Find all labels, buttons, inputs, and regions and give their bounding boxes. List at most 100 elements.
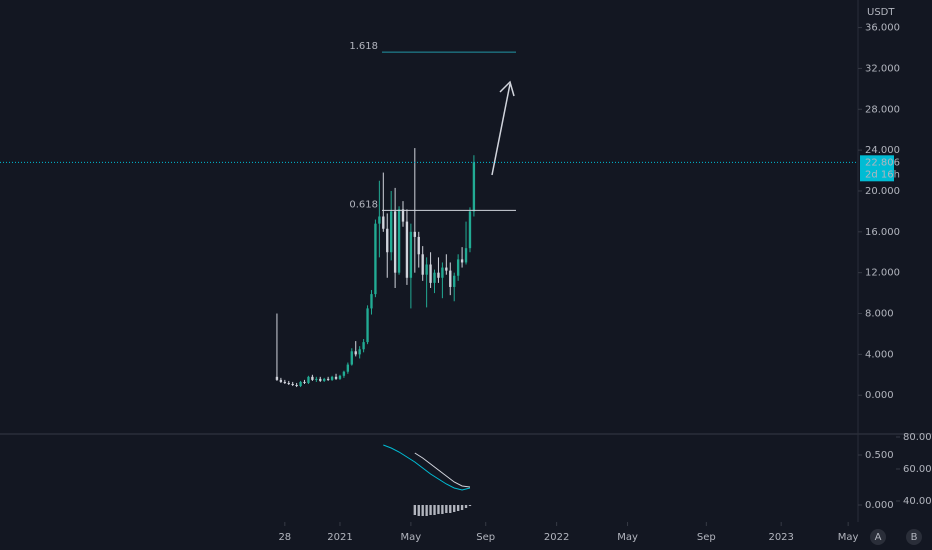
x-tick-label: 2022 xyxy=(544,532,569,543)
indicator-line xyxy=(414,452,471,488)
candle-body xyxy=(311,376,314,380)
candle-body xyxy=(378,216,381,224)
candle-body xyxy=(401,209,405,222)
x-tick-label: 2021 xyxy=(327,532,352,543)
candle-body xyxy=(366,308,369,343)
y-tick-label: 16.000 xyxy=(865,227,900,238)
candle-body xyxy=(421,254,424,275)
y-tick-label: 0.500 xyxy=(865,450,894,461)
candle-body xyxy=(350,351,353,365)
candle-body xyxy=(409,231,413,278)
candle-body xyxy=(370,294,373,309)
candle-body xyxy=(464,248,468,263)
candle-body xyxy=(275,376,279,380)
y-tick-label: 32.000 xyxy=(865,63,900,74)
x-tick-label: 2023 xyxy=(768,532,793,543)
candle-body xyxy=(342,371,346,376)
histogram-bar xyxy=(445,505,448,513)
candle-body xyxy=(334,376,338,379)
last-price-box xyxy=(860,155,894,182)
last-price-label: 22.806 xyxy=(865,157,900,168)
y2-tick-label: 60.00 xyxy=(903,464,932,475)
scale-button-label[interactable]: A xyxy=(875,532,882,543)
candle-body xyxy=(453,275,456,287)
x-tick-label: Sep xyxy=(697,532,716,543)
scale-button[interactable] xyxy=(906,529,922,545)
candle-body xyxy=(291,383,294,386)
histogram-bar xyxy=(464,505,468,508)
candle-body xyxy=(386,228,389,253)
x-tick-label: May xyxy=(838,532,859,543)
scale-button-label[interactable]: B xyxy=(911,532,918,543)
candle-body xyxy=(441,267,444,278)
candle-body xyxy=(338,375,342,379)
y2-tick-label: 40.00 xyxy=(903,496,932,507)
x-tick-label: May xyxy=(401,532,422,543)
candle-body xyxy=(468,211,472,249)
candle-body xyxy=(393,211,397,273)
candle-body xyxy=(295,385,298,387)
y-tick-label: 36.000 xyxy=(865,23,900,34)
x-tick-label: May xyxy=(617,532,638,543)
y-tick-label: 0.000 xyxy=(865,500,894,511)
y-tick-label: 0.000 xyxy=(865,390,894,401)
candle-body xyxy=(437,272,440,278)
candle-body xyxy=(319,378,322,381)
candle-body xyxy=(362,342,365,350)
candle-body xyxy=(390,211,393,253)
candle-body xyxy=(433,272,436,283)
histogram-bar xyxy=(456,505,460,511)
candle-body xyxy=(326,378,330,380)
histogram-bar xyxy=(437,505,440,514)
x-tick-label: 28 xyxy=(278,532,291,543)
arrow-annotation xyxy=(491,80,515,176)
candle-body xyxy=(354,351,357,355)
histogram-bar xyxy=(433,505,436,515)
histogram-bar xyxy=(468,505,472,506)
candle-body xyxy=(287,382,290,384)
histogram-bar xyxy=(441,505,444,514)
candle-body xyxy=(323,378,326,381)
candle-body xyxy=(307,376,310,383)
candle-body xyxy=(330,376,334,380)
candle-body xyxy=(456,259,460,276)
candle-body xyxy=(405,221,409,278)
candle-body xyxy=(374,223,377,295)
y-tick-label: 20.000 xyxy=(865,186,900,197)
candle-body xyxy=(472,162,476,212)
y-tick-label: 24.000 xyxy=(865,145,900,156)
y-tick-label: 8.000 xyxy=(865,309,894,320)
y2-tick-label: 80.00 xyxy=(903,432,932,443)
candle-body xyxy=(303,381,306,383)
candle-body xyxy=(299,381,302,387)
candle-body xyxy=(315,378,318,380)
indicator-line xyxy=(383,444,471,491)
histogram-bar xyxy=(421,505,424,516)
histogram-bar xyxy=(417,505,420,516)
fib-label: 0.618 xyxy=(349,199,378,210)
candle-body xyxy=(445,267,448,271)
candle-body xyxy=(429,264,432,283)
countdown-label: 2d 16h xyxy=(865,169,900,180)
candle-body xyxy=(283,381,286,383)
scale-button[interactable] xyxy=(870,529,886,545)
histogram-bar xyxy=(453,505,456,512)
histogram-bar xyxy=(429,505,432,515)
candle-body xyxy=(460,259,464,263)
y-tick-label: 28.000 xyxy=(865,104,900,115)
candle-body xyxy=(279,379,283,382)
fib-label: 1.618 xyxy=(349,41,378,52)
candle-body xyxy=(382,216,385,229)
currency-label: USDT xyxy=(867,7,895,18)
histogram-bar xyxy=(413,505,416,515)
candle-body xyxy=(413,231,416,237)
histogram-bar xyxy=(425,505,428,516)
candle-body xyxy=(358,349,361,355)
candle-body xyxy=(346,364,350,372)
candle-body xyxy=(397,209,401,273)
histogram-bar xyxy=(449,505,452,513)
histogram-bar xyxy=(460,505,464,510)
x-tick-label: Sep xyxy=(476,532,495,543)
